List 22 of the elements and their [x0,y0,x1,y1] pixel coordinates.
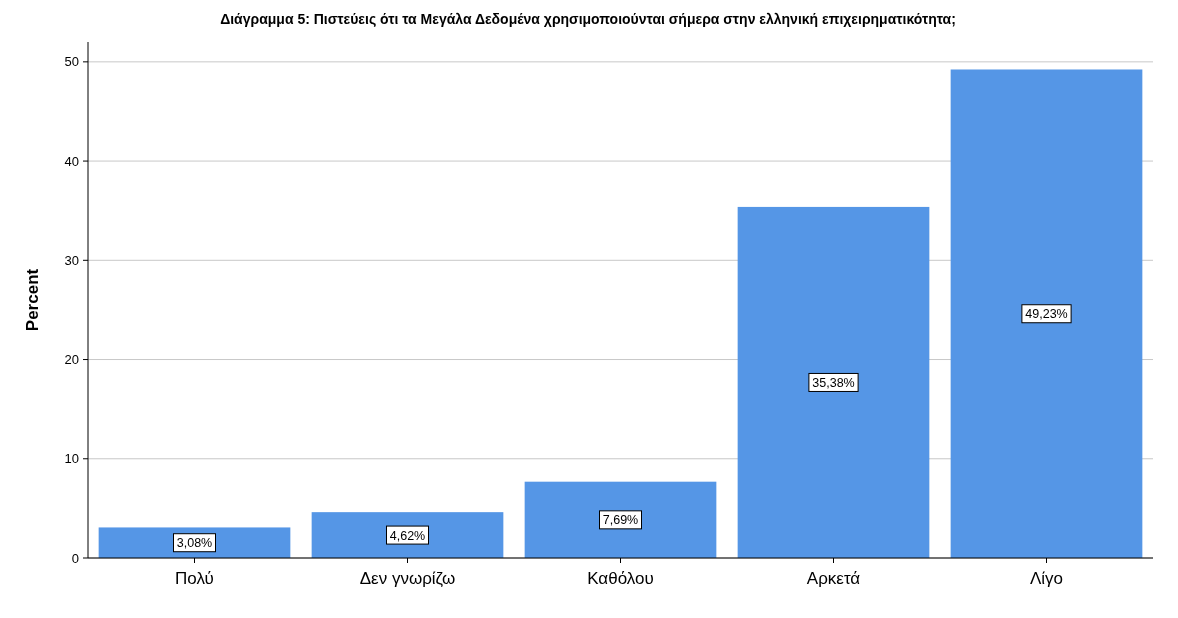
y-tick-label: 20 [64,352,79,368]
bar [311,512,504,558]
data-label: 4,62% [389,528,426,543]
y-tick-label: 50 [64,54,79,70]
x-tick-label: Λίγο [1029,569,1064,588]
y-tick-label: 10 [64,451,79,467]
bar [524,481,717,558]
x-tick-label: Δεν γνωρίζω [359,569,456,588]
x-tick-label: Αρκετά [806,569,861,588]
bar [950,69,1143,558]
data-label: 3,08% [176,536,213,551]
data-label: 35,38% [812,375,855,390]
y-axis-title: Percent [23,268,42,332]
data-label: 49,23% [1025,307,1068,322]
bar [737,206,930,558]
chart-title: Διάγραμμα 5: Πιστεύεις ότι τα Μεγάλα Δεδομένα χρησιμοποιούνται σήμερα στην ελληνική επιχειρηματικότητα; [220,11,956,27]
y-tick-label: 40 [64,153,79,169]
y-tick-label: 30 [64,252,79,268]
data-label: 7,69% [602,513,639,528]
x-tick-label: Πολύ [175,569,214,588]
y-tick-label: 0 [71,550,79,566]
x-tick-label: Καθόλου [587,569,654,588]
